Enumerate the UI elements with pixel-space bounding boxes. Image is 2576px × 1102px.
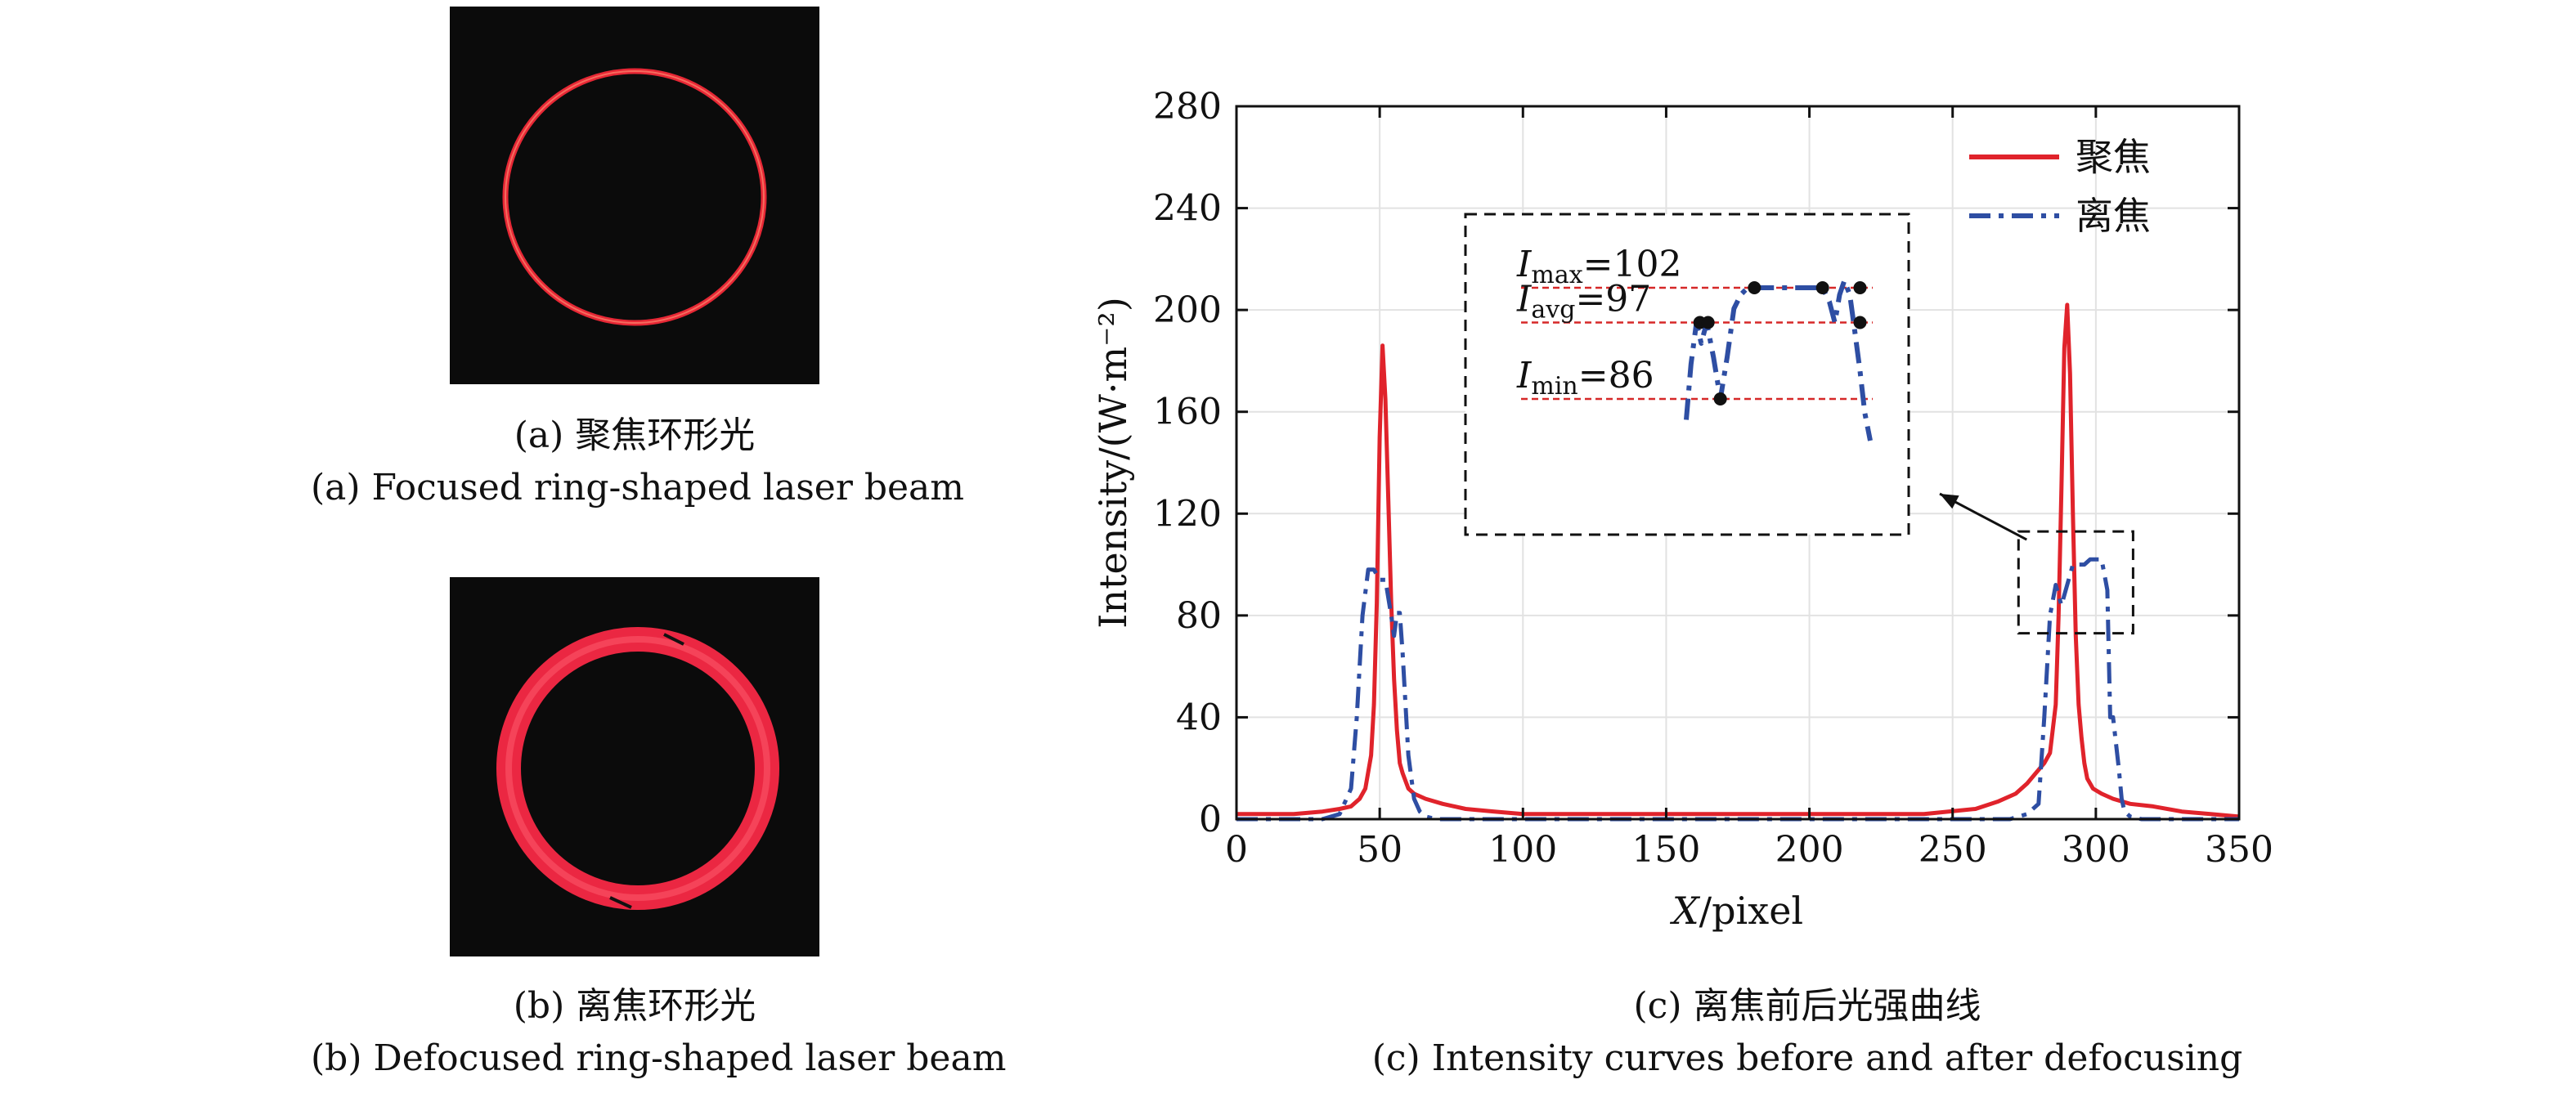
focused-ring-photo xyxy=(450,7,819,384)
inset-max-label-value: =102 xyxy=(1583,244,1682,285)
intensity-chart: 0 50 100 150 200 250 300 350 0 40 80 120 160 200 240 28… xyxy=(1091,86,2273,933)
x-tick-label: 50 xyxy=(1357,829,1402,871)
panel-b-caption-en: (b) Defocused ring-shaped laser beam xyxy=(311,1037,1007,1079)
x-tick-label: 150 xyxy=(1631,829,1700,871)
zoom-box xyxy=(2017,530,2134,635)
x-tick-label: 100 xyxy=(1488,829,1557,871)
inset-min-label-sub: min xyxy=(1531,372,1577,401)
x-axis-label: X/pixel xyxy=(1670,889,1803,933)
plot-frame xyxy=(1235,105,2241,821)
inset-max-label-sub: max xyxy=(1531,261,1582,289)
x-tick-label: 200 xyxy=(1775,829,1844,871)
panel-c-caption-cn: (c) 离焦前后光强曲线 xyxy=(1633,985,1981,1027)
panel-a-caption-en: (a) Focused ring-shaped laser beam xyxy=(311,467,965,508)
inset-arrow-head xyxy=(1940,494,1959,509)
x-tick-label: 350 xyxy=(2205,829,2273,871)
inset-max-label-symbol: I xyxy=(1516,244,1533,285)
inset-max-label: Imax=102 xyxy=(1516,244,1682,289)
x-axis-label-italic: X xyxy=(1670,889,1701,933)
inset-box xyxy=(1464,213,1910,536)
x-axis-label-rest: /pixel xyxy=(1699,889,1804,933)
x-tick-label: 0 xyxy=(1225,829,1248,871)
y-tick-label: 80 xyxy=(1176,595,1222,637)
legend-defocused-label: 离焦 xyxy=(2076,194,2151,238)
y-tick-label: 160 xyxy=(1153,392,1222,433)
inset-marker xyxy=(1853,316,1867,329)
panel-a-caption-cn: (a) 聚焦环形光 xyxy=(514,414,756,456)
inset-avg-label-value: =97 xyxy=(1575,279,1651,320)
y-tick-label: 40 xyxy=(1176,697,1222,738)
x-tick-label: 300 xyxy=(2062,829,2130,871)
y-tick-label: 280 xyxy=(1153,86,1222,128)
y-tick-label: 120 xyxy=(1153,493,1222,535)
inset-marker xyxy=(1853,281,1867,294)
inset-min-label-value: =86 xyxy=(1578,355,1654,396)
inset-marker xyxy=(1701,316,1715,329)
legend-focused-label: 聚焦 xyxy=(2076,135,2151,179)
y-axis-label: Intensity/(W·m⁻²) xyxy=(1091,297,1135,629)
defocused-ring-photo xyxy=(450,577,819,956)
inset-avg-label: Iavg=97 xyxy=(1516,279,1651,325)
y-tick-label: 240 xyxy=(1153,188,1222,230)
y-tick-label: 200 xyxy=(1153,289,1222,331)
inset-avg-label-symbol: I xyxy=(1516,279,1533,320)
panel-b-caption-cn: (b) 离焦环形光 xyxy=(513,985,756,1027)
panel-c-caption-en: (c) Intensity curves before and after de… xyxy=(1371,1037,2243,1079)
y-tick-label: 0 xyxy=(1199,799,1222,840)
inset-min-label: Imin=86 xyxy=(1516,355,1654,401)
inset-marker xyxy=(1748,281,1761,294)
inset-marker xyxy=(1713,392,1727,405)
x-tick-label: 250 xyxy=(1919,829,1987,871)
defocused-ring-image xyxy=(450,577,819,956)
inset-marker xyxy=(1815,281,1829,294)
inset-avg-label-sub: avg xyxy=(1531,296,1575,325)
inset-min-label-symbol: I xyxy=(1516,355,1533,396)
inset-curve xyxy=(1684,278,1873,441)
focused-series-line xyxy=(1236,302,2240,819)
focused-ring-image xyxy=(450,7,819,384)
